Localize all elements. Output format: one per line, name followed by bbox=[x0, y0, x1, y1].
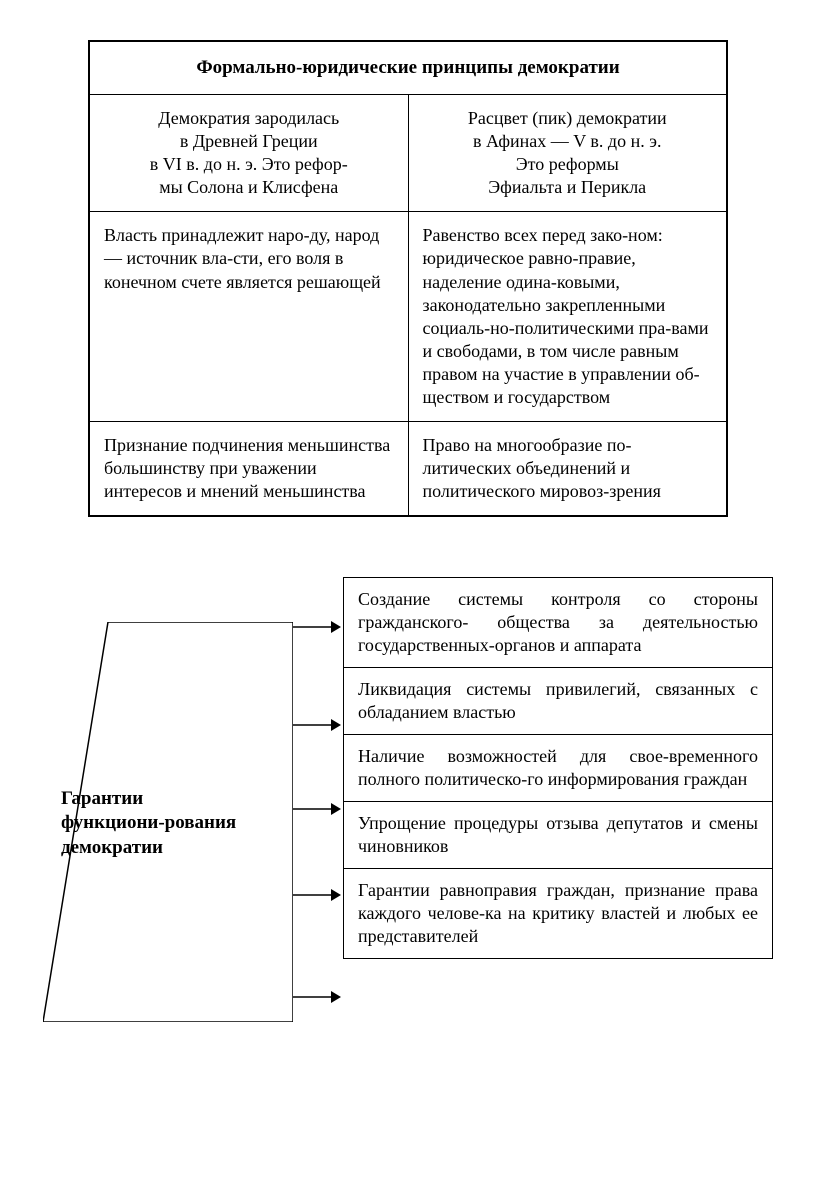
table-row: Власть принадлежит наро-ду, народ — исто… bbox=[89, 212, 727, 421]
cell-origin-left: Демократия зародилась в Древней Греции в… bbox=[89, 95, 408, 212]
guarantee-item: Создание системы контроля со стороны гра… bbox=[344, 578, 772, 668]
table-row: Признание подчинения меньшинства большин… bbox=[89, 421, 727, 516]
cell-origin-right: Расцвет (пик) демократии в Афинах — V в.… bbox=[408, 95, 727, 212]
guarantees-list: Создание системы контроля со стороны гра… bbox=[343, 577, 773, 959]
cell-power-left: Власть принадлежит наро-ду, народ — исто… bbox=[89, 212, 408, 421]
page: Формально-юридические принципы демократи… bbox=[0, 0, 816, 1189]
guarantee-item: Гарантии равноправия граждан, признание … bbox=[344, 869, 772, 958]
arrows bbox=[293, 577, 343, 1077]
guarantee-item: Ликвидация системы привилегий, связанных… bbox=[344, 668, 772, 735]
guarantees-label: Гарантии функциони-рования демократии bbox=[61, 787, 251, 861]
cell-equality-right: Равенство всех перед зако-ном: юридическ… bbox=[408, 212, 727, 421]
guarantee-item: Наличие возможностей для свое-временного… bbox=[344, 735, 772, 802]
cell-pluralism-right: Право на многообразие по-литических объе… bbox=[408, 421, 727, 516]
cell-majority-left: Признание подчинения меньшинства большин… bbox=[89, 421, 408, 516]
guarantees-source-box: Гарантии функциони-рования демократии bbox=[43, 622, 293, 1022]
table-row: Демократия зародилась в Древней Греции в… bbox=[89, 95, 727, 212]
table-title: Формально-юридические принципы демократи… bbox=[89, 41, 727, 95]
principles-table: Формально-юридические принципы демократи… bbox=[88, 40, 728, 517]
guarantee-item: Упрощение процедуры отзыва депутатов и с… bbox=[344, 802, 772, 869]
guarantees-diagram: Гарантии функциони-рования демократии Со… bbox=[43, 577, 773, 1077]
